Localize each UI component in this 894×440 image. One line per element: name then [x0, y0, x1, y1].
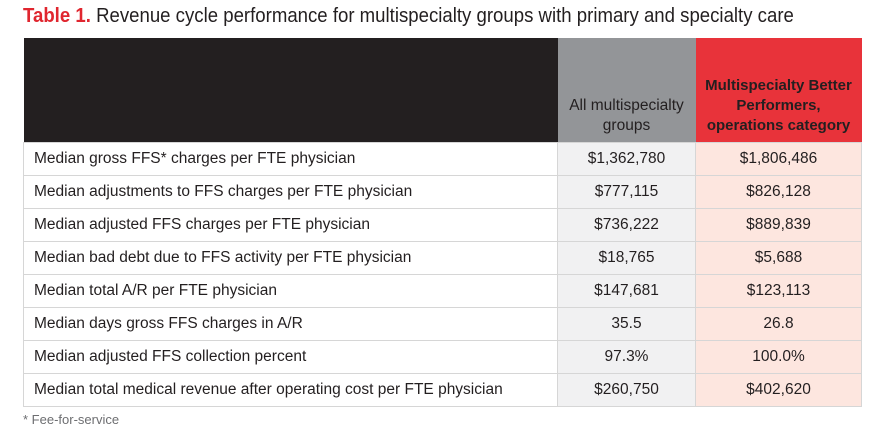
value-better-performers: $1,806,486 [695, 142, 862, 176]
header-blank [23, 38, 558, 143]
value-all-groups: $147,681 [557, 274, 696, 308]
row-label: Median total A/R per FTE physician [23, 274, 558, 308]
value-all-groups: $736,222 [557, 208, 696, 242]
table-row: Median total medical revenue after opera… [23, 373, 862, 407]
value-all-groups: $777,115 [557, 175, 696, 209]
table-row: Median gross FFS* charges per FTE physic… [23, 142, 862, 176]
value-all-groups: 97.3% [557, 340, 696, 374]
value-better-performers: 26.8 [695, 307, 862, 341]
row-label: Median adjusted FFS collection percent [23, 340, 558, 374]
header-better-performers: Multispecialty Better Performers, operat… [695, 38, 862, 143]
table-row: Median bad debt due to FFS activity per … [23, 241, 862, 275]
table-caption: Revenue cycle performance for multispeci… [96, 5, 794, 27]
row-label: Median total medical revenue after opera… [23, 373, 558, 407]
table-row: Median adjustments to FFS charges per FT… [23, 175, 862, 209]
value-better-performers: $826,128 [695, 175, 862, 209]
value-better-performers: $123,113 [695, 274, 862, 308]
value-better-performers: $402,620 [695, 373, 862, 407]
header-all-groups: All multispecialty groups [557, 38, 696, 143]
row-label: Median bad debt due to FFS activity per … [23, 241, 558, 275]
row-label: Median days gross FFS charges in A/R [23, 307, 558, 341]
revenue-table: All multispecialty groups Multispecialty… [23, 38, 862, 407]
table-row: Median adjusted FFS charges per FTE phys… [23, 208, 862, 242]
value-all-groups: 35.5 [557, 307, 696, 341]
value-all-groups: $18,765 [557, 241, 696, 275]
footnote: * Fee-for-service [23, 412, 120, 427]
row-label: Median adjustments to FFS charges per FT… [23, 175, 558, 209]
table-number: Table 1. [23, 5, 91, 27]
table-row: Median total A/R per FTE physician $147,6… [23, 274, 862, 308]
table-row: Median days gross FFS charges in A/R 35.5… [23, 307, 862, 341]
value-all-groups: $260,750 [557, 373, 696, 407]
value-better-performers: 100.0% [695, 340, 862, 374]
value-better-performers: $889,839 [695, 208, 862, 242]
table-row: Median adjusted FFS collection percent 97… [23, 340, 862, 374]
header-row: All multispecialty groups Multispecialty… [23, 38, 862, 143]
value-all-groups: $1,362,780 [557, 142, 696, 176]
table-title: Table 1. Revenue cycle performance for m… [23, 5, 794, 28]
value-better-performers: $5,688 [695, 241, 862, 275]
row-label: Median adjusted FFS charges per FTE phys… [23, 208, 558, 242]
row-label: Median gross FFS* charges per FTE physic… [23, 142, 558, 176]
